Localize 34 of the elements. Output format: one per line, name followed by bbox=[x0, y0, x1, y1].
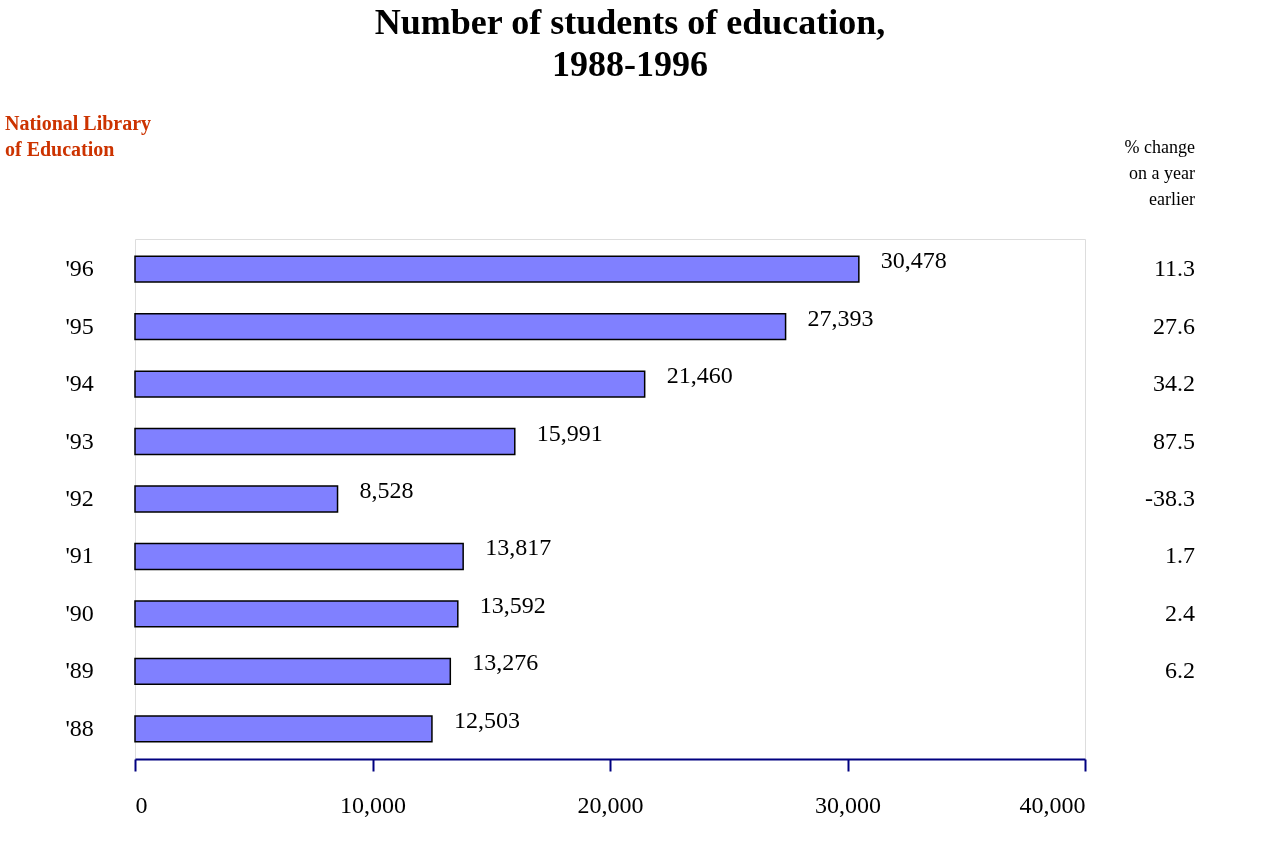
data-label: 30,478 bbox=[880, 247, 947, 274]
chart-title: Number of students of education, 1988-1996 bbox=[374, 2, 886, 84]
text: National Library of Education bbox=[5, 112, 152, 160]
text: 6.2 bbox=[1165, 657, 1195, 684]
data-label: 8,528 bbox=[359, 477, 414, 503]
y-tick-label: '92 bbox=[65, 485, 94, 511]
text: 87.5 bbox=[1153, 427, 1195, 454]
data-label: 12,503 bbox=[453, 706, 520, 733]
y-tick-label: '96 bbox=[65, 255, 94, 282]
text: 11.3 bbox=[1153, 255, 1195, 282]
data-label: 27,393 bbox=[807, 304, 874, 331]
y-tick-label: '91 bbox=[65, 542, 94, 569]
text: 1.7 bbox=[1165, 542, 1195, 569]
y-tick-label: '88 bbox=[65, 714, 94, 741]
data-label: 13,592 bbox=[479, 591, 546, 618]
x-tick-label: 40,000 bbox=[1019, 791, 1086, 818]
data-label: 13,817 bbox=[485, 534, 552, 561]
x-tick-label: 30,000 bbox=[815, 791, 881, 818]
text: 34.2 bbox=[1153, 370, 1195, 397]
text: % change on a year earlier bbox=[1124, 137, 1195, 209]
y-tick-label: '94 bbox=[65, 370, 94, 397]
y-tick-label: '89 bbox=[65, 657, 94, 684]
x-tick-label: 20,000 bbox=[577, 791, 644, 818]
data-label: 13,276 bbox=[472, 649, 539, 676]
y-tick-label: '90 bbox=[65, 599, 94, 626]
data-label: 15,991 bbox=[536, 419, 603, 446]
y-tick-label: '93 bbox=[65, 427, 94, 454]
y-tick-label: '95 bbox=[65, 312, 94, 339]
text: 27.6 bbox=[1153, 312, 1195, 339]
x-tick-label: 0 bbox=[135, 791, 148, 818]
text: -38.3 bbox=[1145, 485, 1195, 511]
text: 2.4 bbox=[1165, 599, 1195, 626]
data-label: 21,460 bbox=[666, 362, 733, 389]
x-tick-label: 10,000 bbox=[340, 791, 406, 818]
